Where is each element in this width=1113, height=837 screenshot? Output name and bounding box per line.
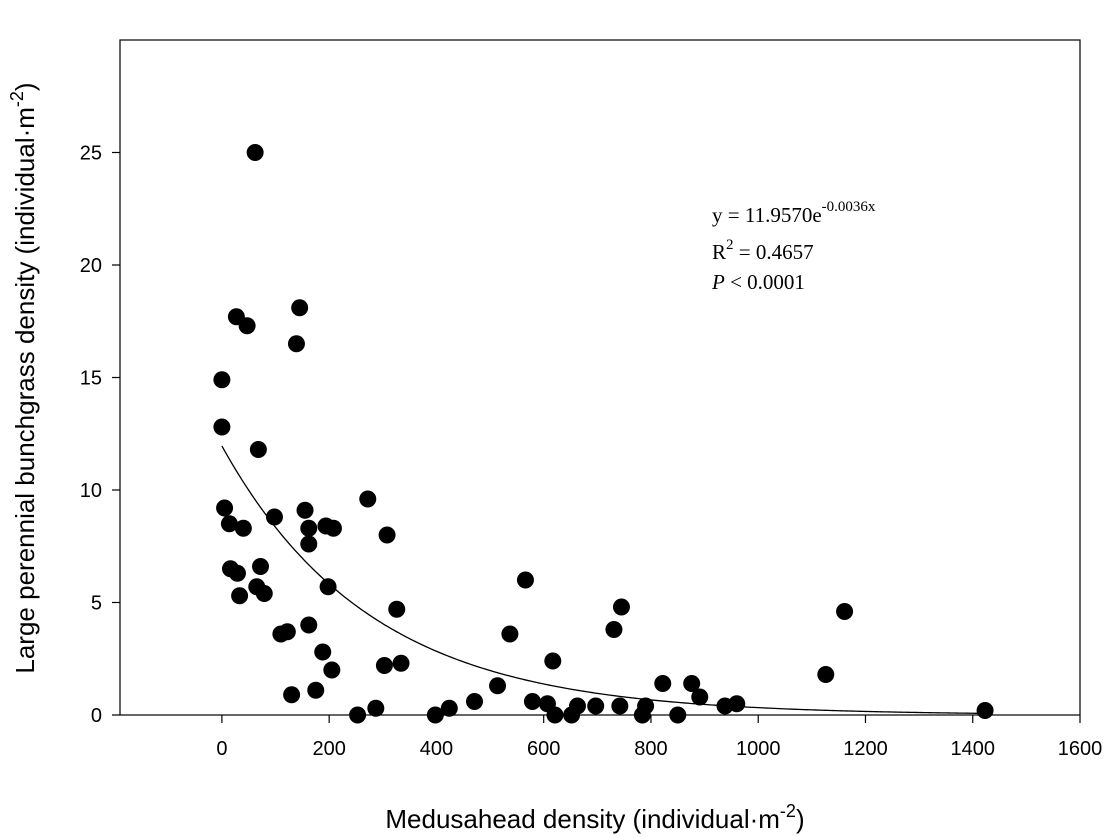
data-point bbox=[392, 654, 410, 672]
y-tick-label: 20 bbox=[80, 255, 102, 277]
data-point bbox=[278, 623, 296, 641]
plot-frame bbox=[119, 39, 1081, 716]
data-point bbox=[238, 317, 256, 335]
data-point bbox=[252, 558, 270, 575]
data-point bbox=[283, 686, 301, 704]
data-point bbox=[216, 499, 234, 517]
data-point bbox=[234, 519, 252, 537]
data-point bbox=[349, 706, 367, 724]
data-point bbox=[637, 697, 655, 715]
data-point bbox=[523, 693, 541, 710]
data-point bbox=[516, 571, 534, 589]
fit-curve bbox=[221, 445, 984, 715]
y-tick-label: 0 bbox=[91, 705, 102, 727]
data-point bbox=[246, 144, 264, 161]
data-point bbox=[728, 695, 746, 713]
data-point bbox=[489, 677, 507, 695]
data-points bbox=[213, 144, 994, 724]
data-point bbox=[817, 666, 835, 683]
x-tick-label: 1600 bbox=[1058, 738, 1103, 760]
data-point bbox=[359, 490, 377, 508]
fit-curve-layer bbox=[221, 445, 984, 715]
data-point bbox=[255, 585, 273, 602]
y-tick-label: 25 bbox=[80, 143, 102, 165]
data-point bbox=[296, 501, 314, 519]
x-tick-label: 0 bbox=[216, 738, 227, 760]
y-tick-label: 5 bbox=[91, 593, 102, 615]
data-point bbox=[265, 508, 283, 526]
data-point bbox=[287, 335, 305, 353]
data-point bbox=[611, 697, 629, 715]
x-tick-label: 400 bbox=[420, 738, 453, 760]
data-point bbox=[605, 621, 623, 638]
data-point bbox=[300, 535, 318, 553]
data-point bbox=[291, 299, 309, 317]
data-point bbox=[378, 526, 396, 544]
p-value-text: P < 0.0001 bbox=[711, 270, 805, 294]
data-point bbox=[307, 681, 325, 699]
data-point bbox=[300, 616, 318, 634]
axis-ticks: 0 200 400 600 800 1000 1200 1400 1600 0 5 10 15 20 25 bbox=[80, 143, 1103, 761]
y-tick-label: 10 bbox=[80, 480, 102, 502]
data-point bbox=[501, 625, 519, 643]
data-point bbox=[440, 699, 458, 717]
data-point bbox=[324, 519, 342, 537]
y-tick-label: 15 bbox=[80, 368, 102, 390]
data-point bbox=[249, 441, 267, 458]
data-point bbox=[367, 699, 385, 717]
data-point bbox=[319, 578, 337, 596]
x-tick-label: 800 bbox=[634, 738, 667, 760]
data-point bbox=[976, 702, 994, 719]
data-point bbox=[228, 564, 246, 582]
data-point bbox=[213, 371, 231, 389]
data-point bbox=[654, 675, 672, 692]
data-point bbox=[544, 652, 562, 670]
x-tick-label: 1200 bbox=[843, 738, 888, 760]
data-point bbox=[220, 515, 238, 533]
data-point bbox=[683, 675, 701, 692]
data-point bbox=[568, 697, 586, 715]
data-point bbox=[426, 706, 444, 724]
data-point bbox=[323, 661, 341, 679]
data-point bbox=[231, 587, 249, 605]
data-point bbox=[388, 600, 406, 618]
data-point bbox=[213, 418, 231, 436]
data-point bbox=[314, 643, 332, 661]
data-point bbox=[612, 598, 630, 616]
data-point bbox=[466, 693, 483, 710]
x-tick-label: 600 bbox=[527, 738, 560, 760]
data-point bbox=[587, 697, 605, 715]
data-point bbox=[546, 706, 564, 724]
x-tick-label: 200 bbox=[312, 738, 345, 760]
x-tick-label: 1000 bbox=[736, 738, 781, 760]
data-point bbox=[691, 688, 709, 706]
data-point bbox=[300, 519, 318, 537]
x-tick-label: 1400 bbox=[950, 738, 995, 760]
equation-text: y = 11.9570e-0.0036x bbox=[712, 199, 876, 227]
y-axis-label: Large perennial bunchgrass density (indi… bbox=[7, 82, 40, 673]
x-axis-label: Medusahead density (individual·m-2) bbox=[385, 801, 804, 834]
data-point bbox=[375, 657, 393, 674]
data-point bbox=[836, 603, 854, 620]
data-point bbox=[669, 706, 687, 724]
r-squared-text: R2 = 0.4657 bbox=[712, 237, 814, 264]
